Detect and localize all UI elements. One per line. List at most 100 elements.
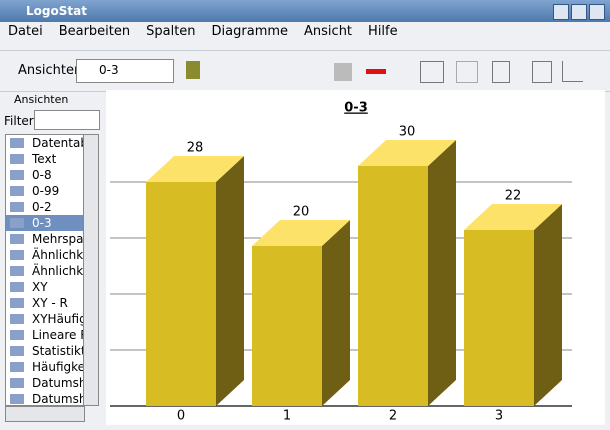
item-label: 0-8 [32, 168, 52, 182]
item-label: 0-3 [32, 216, 52, 230]
home-icon[interactable] [186, 61, 200, 79]
side-panel: Ansichten Filter Datentab Text 0-8 0-99 0-2 0… [0, 90, 102, 426]
list-item[interactable]: Datumsh [6, 375, 84, 391]
item-label: Datumsh [32, 392, 85, 406]
list-item[interactable]: XY [6, 279, 84, 295]
bar-top [252, 220, 350, 246]
minimize-button[interactable] [553, 4, 569, 20]
bar [252, 246, 322, 406]
chart: 0-3 0 28 1 20 2 30 3 22 [106, 90, 605, 425]
value-label: 22 [505, 189, 522, 204]
item-icon [10, 234, 24, 244]
list-item[interactable]: 0-2 [6, 199, 84, 215]
title-bar: LogoStat [0, 0, 610, 22]
item-label: 0-2 [32, 200, 52, 214]
item-label: Statistikta [32, 344, 84, 358]
toolbar-label: Ansichten [18, 63, 83, 78]
item-icon [10, 362, 24, 372]
list-item[interactable]: Häufigke [6, 359, 84, 375]
x-tick-label: 1 [283, 409, 291, 424]
view-list: Datentab Text 0-8 0-99 0-2 0-3 Mehrspa Ähnlichk… [5, 134, 85, 406]
menu-bar: Datei Bearbeiten Spalten Diagramme Ansicht Hi… [8, 24, 398, 46]
value-label: 28 [187, 141, 204, 156]
item-icon [10, 346, 24, 356]
item-icon [10, 250, 24, 260]
item-icon [10, 154, 24, 164]
item-icon [10, 138, 24, 148]
bar-top [146, 156, 244, 182]
close-button[interactable] [589, 4, 605, 20]
view-combo[interactable]: 0-3 [76, 59, 174, 83]
item-label: Häufigke [32, 360, 85, 374]
list-item[interactable]: Mehrspa [6, 231, 84, 247]
item-icon [10, 218, 24, 228]
item-label: XYHäufig [32, 312, 85, 326]
item-label: Datentab [32, 136, 85, 150]
bar [464, 230, 534, 406]
bar-side [322, 220, 350, 406]
x-tick-label: 3 [495, 409, 503, 424]
list-item[interactable]: Datumsh [6, 391, 85, 406]
menu-item[interactable]: Spalten [146, 24, 196, 39]
item-icon [10, 202, 24, 212]
remove-icon[interactable] [366, 69, 386, 74]
item-icon [10, 186, 24, 196]
item-label: 0-99 [32, 184, 60, 198]
filter-label: Filter [4, 114, 34, 128]
menu-item[interactable]: Bearbeiten [58, 24, 131, 39]
value-label: 30 [399, 125, 416, 140]
list-item[interactable]: 0-3 [6, 215, 84, 231]
list-item[interactable]: Ähnlichk [6, 263, 84, 279]
item-label: Lineare R [32, 328, 85, 342]
window-title: LogoStat [26, 4, 87, 18]
menu-item[interactable]: Datei [8, 24, 43, 39]
combo-value: 0-3 [99, 63, 119, 77]
delete-icon[interactable] [456, 61, 478, 83]
item-label: Mehrspa [32, 232, 84, 246]
list-item[interactable]: XYHäufig [6, 311, 84, 327]
horizontal-scrollbar[interactable] [5, 406, 85, 422]
x-tick-label: 0 [177, 409, 185, 424]
item-label: Text [32, 152, 57, 166]
list-item[interactable]: Ähnlichk [6, 247, 84, 263]
vertical-scrollbar[interactable] [83, 134, 99, 406]
item-icon [10, 330, 24, 340]
item-icon [10, 314, 24, 324]
bar [146, 182, 216, 406]
maximize-button[interactable] [571, 4, 587, 20]
item-label: XY [32, 280, 48, 294]
axis-icon[interactable] [562, 61, 583, 82]
list-item[interactable]: Text [6, 151, 84, 167]
bar-side [428, 140, 456, 406]
list-item[interactable]: Statistikta [6, 343, 84, 359]
list-item[interactable]: Lineare R [6, 327, 84, 343]
filter-input[interactable] [34, 110, 100, 130]
item-label: XY - R [32, 296, 68, 310]
panel-title: Ansichten [14, 93, 69, 106]
list-item[interactable]: 0-8 [6, 167, 84, 183]
item-icon [10, 266, 24, 276]
item-icon [10, 378, 24, 388]
bar-side [534, 204, 562, 406]
menu-item[interactable]: Ansicht [304, 24, 353, 39]
bar-top [464, 204, 562, 230]
list-item[interactable]: Datentab [6, 135, 84, 151]
x-tick-label: 2 [389, 409, 397, 424]
menu-item[interactable]: Diagramme [211, 24, 289, 39]
chart-icon[interactable] [532, 61, 552, 83]
item-icon [10, 170, 24, 180]
bar-top [358, 140, 456, 166]
columns-icon[interactable] [492, 61, 510, 83]
item-icon [10, 394, 24, 404]
table-icon[interactable] [420, 61, 444, 83]
item-icon [10, 298, 24, 308]
list-item[interactable]: XY - R [6, 295, 84, 311]
chart-title: 0-3 [344, 101, 368, 116]
menu-item[interactable]: Hilfe [368, 24, 398, 39]
bar-side [216, 156, 244, 406]
list-item[interactable]: 0-99 [6, 183, 84, 199]
add-icon[interactable] [334, 63, 352, 81]
item-icon [10, 282, 24, 292]
value-label: 20 [293, 205, 310, 220]
